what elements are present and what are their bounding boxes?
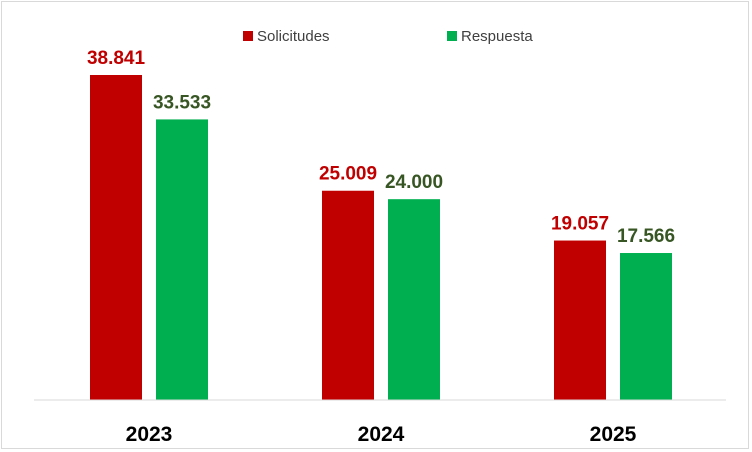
x-tick-label-2025: 2025 xyxy=(590,423,637,446)
legend: Solicitudes Respuesta xyxy=(243,28,533,45)
bar-solicitudes-2025 xyxy=(554,240,606,400)
x-axis-ticks: 2023 2024 2025 xyxy=(126,423,637,446)
data-label-respuesta-2023: 33.533 xyxy=(153,92,211,113)
bar-respuesta-2023 xyxy=(156,119,208,401)
bar-respuesta-2025 xyxy=(620,253,672,400)
bar-respuesta-2024 xyxy=(388,199,440,400)
data-label-solicitudes-2025: 19.057 xyxy=(551,214,609,235)
bar-solicitudes-2023 xyxy=(90,75,142,400)
bars: 38.841 33.533 25.009 24.000 19.057 17.566 xyxy=(87,48,675,401)
legend-label-solicitudes: Solicitudes xyxy=(257,28,330,45)
data-label-solicitudes-2023: 38.841 xyxy=(87,48,146,69)
legend-label-respuesta: Respuesta xyxy=(461,28,533,45)
bar-solicitudes-2024 xyxy=(322,190,374,400)
data-label-respuesta-2025: 17.566 xyxy=(617,226,675,247)
data-label-solicitudes-2024: 25.009 xyxy=(319,164,377,185)
legend-swatch-respuesta xyxy=(447,31,457,41)
x-tick-label-2024: 2024 xyxy=(358,423,405,446)
data-label-respuesta-2024: 24.000 xyxy=(385,172,443,193)
x-tick-label-2023: 2023 xyxy=(126,423,173,446)
legend-swatch-solicitudes xyxy=(243,31,253,41)
